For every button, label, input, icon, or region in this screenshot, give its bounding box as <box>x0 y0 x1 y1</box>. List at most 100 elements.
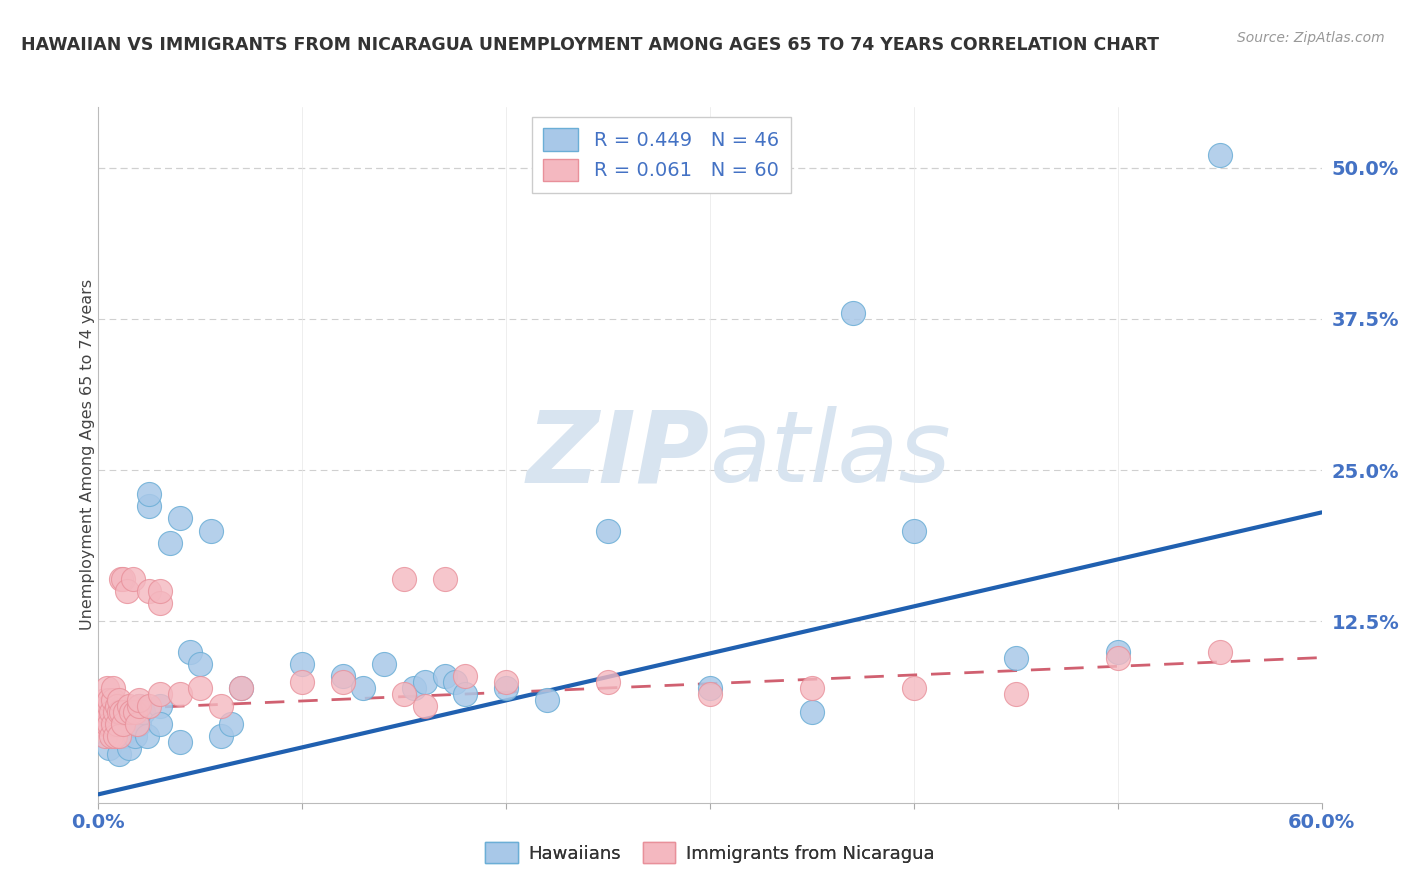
Point <box>1004 687 1026 701</box>
Point <box>91 705 114 719</box>
Text: HAWAIIAN VS IMMIGRANTS FROM NICARAGUA UNEMPLOYMENT AMONG AGES 65 TO 74 YEARS COR: HAWAIIAN VS IMMIGRANTS FROM NICARAGUA UN… <box>21 36 1159 54</box>
Point <box>598 524 620 538</box>
Point <box>801 681 824 695</box>
Point <box>124 705 146 719</box>
Point <box>231 681 253 695</box>
Point <box>1004 650 1026 665</box>
Point <box>138 487 160 501</box>
Point <box>136 729 159 743</box>
Point <box>903 681 925 695</box>
Point <box>159 535 181 549</box>
Point <box>127 717 149 731</box>
Point <box>291 674 314 689</box>
Point <box>93 705 115 719</box>
Point <box>96 681 118 695</box>
Point <box>100 705 122 719</box>
Point <box>200 524 222 538</box>
Point <box>188 681 212 695</box>
Point <box>699 687 721 701</box>
Point <box>1107 650 1129 665</box>
Point <box>101 693 124 707</box>
Point <box>138 698 160 713</box>
Point <box>188 657 212 671</box>
Point <box>291 657 314 671</box>
Point <box>118 741 141 756</box>
Point <box>1107 644 1129 658</box>
Point <box>118 698 141 713</box>
Point <box>128 698 150 713</box>
Point <box>104 729 127 743</box>
Point <box>111 729 134 743</box>
Point <box>149 687 172 701</box>
Point <box>138 500 160 514</box>
Point <box>97 717 120 731</box>
Point <box>122 711 145 725</box>
Point <box>108 705 131 719</box>
Point <box>536 693 558 707</box>
Point <box>110 705 132 719</box>
Point <box>454 669 477 683</box>
Point <box>149 596 172 610</box>
Point <box>124 729 146 743</box>
Point <box>97 693 120 707</box>
Point <box>97 741 120 756</box>
Point <box>101 681 124 695</box>
Point <box>108 693 131 707</box>
Point <box>434 669 457 683</box>
Legend: Hawaiians, Immigrants from Nicaragua: Hawaiians, Immigrants from Nicaragua <box>478 835 942 871</box>
Point <box>149 584 172 599</box>
Point <box>149 717 172 731</box>
Point <box>209 729 232 743</box>
Point <box>138 584 160 599</box>
Point <box>114 705 136 719</box>
Point <box>111 717 134 731</box>
Point <box>169 735 191 749</box>
Text: ZIP: ZIP <box>527 407 710 503</box>
Point <box>434 572 457 586</box>
Point <box>332 669 354 683</box>
Point <box>108 729 131 743</box>
Point <box>100 729 122 743</box>
Point <box>101 717 124 731</box>
Point <box>128 717 150 731</box>
Point <box>209 698 232 713</box>
Point <box>598 674 620 689</box>
Point <box>114 705 136 719</box>
Point <box>149 698 172 713</box>
Point <box>392 687 416 701</box>
Point <box>104 729 127 743</box>
Point <box>111 572 134 586</box>
Y-axis label: Unemployment Among Ages 65 to 74 years: Unemployment Among Ages 65 to 74 years <box>80 279 94 631</box>
Point <box>97 698 120 713</box>
Point <box>404 681 426 695</box>
Point <box>169 511 191 525</box>
Text: Source: ZipAtlas.com: Source: ZipAtlas.com <box>1237 31 1385 45</box>
Point <box>93 693 115 707</box>
Point <box>128 698 150 713</box>
Point <box>108 717 131 731</box>
Point <box>231 681 253 695</box>
Point <box>699 681 721 695</box>
Point <box>110 572 132 586</box>
Point <box>179 644 201 658</box>
Point <box>332 674 354 689</box>
Point <box>104 705 127 719</box>
Point <box>96 705 118 719</box>
Point <box>105 698 128 713</box>
Point <box>96 717 118 731</box>
Point <box>903 524 925 538</box>
Text: atlas: atlas <box>710 407 952 503</box>
Point <box>132 705 155 719</box>
Point <box>373 657 395 671</box>
Point <box>454 687 477 701</box>
Point <box>1209 644 1232 658</box>
Point <box>413 698 436 713</box>
Point <box>169 687 191 701</box>
Point <box>108 747 131 762</box>
Point <box>413 674 436 689</box>
Point <box>93 729 115 743</box>
Point <box>122 572 145 586</box>
Point <box>115 584 138 599</box>
Point <box>118 723 141 738</box>
Point <box>444 674 467 689</box>
